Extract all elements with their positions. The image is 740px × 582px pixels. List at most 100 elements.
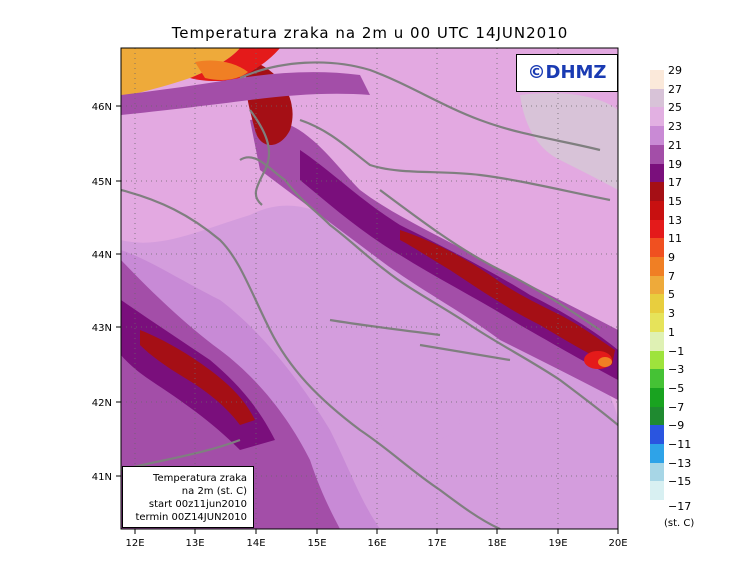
axis-ticks — [116, 105, 619, 534]
legend-entry: 27 — [650, 83, 716, 108]
legend-swatch — [650, 406, 664, 426]
legend-entry: −1 — [650, 345, 716, 370]
info-line-unit: na 2m (st. C) — [181, 486, 247, 497]
coastline-east — [239, 156, 618, 426]
field-yellow-nw — [121, 48, 240, 95]
lon-label-19e: 19E — [548, 538, 567, 549]
field-orange-nw — [195, 60, 248, 80]
legend-label: 7 — [668, 269, 675, 283]
lon-label-12e: 12E — [125, 538, 144, 549]
legend-swatch — [650, 444, 664, 463]
legend-label: −1 — [668, 344, 685, 358]
legend-entry: −3 — [650, 363, 716, 389]
legend-entry: 21 — [650, 139, 716, 164]
border-bosnia — [379, 189, 601, 331]
legend-entry: −13 — [650, 457, 716, 482]
lon-label-18e: 18E — [487, 538, 506, 549]
field-red-southwest — [140, 330, 255, 425]
legend-label: 25 — [668, 101, 682, 115]
legend-entry: 25 — [650, 101, 716, 127]
lon-label-16e: 16E — [367, 538, 386, 549]
legend-entry: 5 — [650, 288, 716, 314]
coastline-islands — [329, 318, 511, 362]
legend-label: 23 — [668, 120, 682, 134]
field-light-sea — [380, 398, 460, 442]
legend-label: −11 — [668, 438, 692, 451]
info-line-start: start 00z11jun2010 — [148, 499, 247, 510]
legend-label: −15 — [668, 475, 692, 489]
info-box: Temperatura zraka na 2m (st. C) start 00… — [122, 466, 254, 528]
legend-entry: 29 — [650, 64, 716, 89]
legend-entry: −7 — [650, 401, 716, 426]
legend-entry: 9 — [650, 251, 716, 276]
legend-entry: 13 — [650, 214, 716, 239]
legend-label: 5 — [668, 288, 675, 302]
lon-label-15e: 15E — [307, 538, 326, 549]
plot-frame — [120, 47, 619, 530]
legend-entry: 1 — [650, 326, 716, 351]
istria-coast — [249, 109, 270, 206]
map-title: Temperatura zraka na 2m u 00 UTC 14JUN20… — [171, 24, 569, 42]
legend-bottom-label: −17 — [668, 500, 692, 513]
lon-label-13e: 13E — [185, 538, 204, 549]
lat-label-45n: 45N — [92, 177, 112, 188]
info-line-variable: Temperatura zraka — [153, 473, 247, 484]
legend-swatch — [650, 144, 664, 164]
legend-label: 11 — [668, 232, 682, 246]
legend-entry: 15 — [650, 195, 716, 220]
legend-label: −5 — [668, 381, 685, 395]
legend-label: 19 — [668, 157, 682, 171]
field-light-northeast — [520, 93, 618, 190]
legend-swatch — [650, 238, 664, 258]
legend-swatch — [650, 313, 664, 333]
legend-entry: −11 — [650, 438, 716, 463]
legend-swatch — [650, 387, 664, 407]
legend-entry: 11 — [650, 232, 716, 258]
coastline-west — [121, 188, 501, 529]
legend-label: 27 — [668, 82, 682, 96]
legend-entry: −15 — [650, 475, 716, 501]
legend-entry: 3 — [650, 307, 716, 333]
legend-swatch — [650, 126, 664, 146]
legend-swatch — [650, 275, 664, 295]
legend-swatch — [650, 200, 664, 220]
lon-label-14e: 14E — [246, 538, 265, 549]
legend-entry: 17 — [650, 176, 716, 202]
legend-swatch — [650, 350, 664, 370]
legend-swatch — [650, 219, 664, 239]
lat-label-43n: 43N — [92, 323, 112, 334]
legend-label: 15 — [668, 194, 682, 208]
legend-label: −13 — [668, 456, 692, 470]
legend-entry: 23 — [650, 120, 716, 146]
field-purple-north-belt — [121, 72, 370, 115]
lon-label-17e: 17E — [427, 538, 446, 549]
lon-label-20e: 20E — [608, 538, 627, 549]
lat-label-41n: 41N — [92, 472, 112, 483]
legend-swatch — [650, 425, 664, 445]
info-line-termin: termin 00Z14JUN2010 — [135, 512, 247, 523]
temperature-field — [121, 48, 618, 529]
legend-swatch — [650, 462, 664, 482]
legend-entry: 7 — [650, 270, 716, 295]
legend-swatch — [650, 107, 664, 127]
legend-label: −7 — [668, 400, 685, 414]
field-orange-east — [598, 357, 612, 367]
lat-label-42n: 42N — [92, 398, 112, 409]
lat-label-44n: 44N — [92, 250, 112, 261]
legend-label: −9 — [668, 419, 685, 433]
legend-swatch — [650, 182, 664, 202]
coastlines — [121, 61, 618, 529]
legend-label: −3 — [668, 363, 685, 377]
legend-swatch — [650, 331, 664, 351]
lat-label-46n: 46N — [92, 102, 112, 113]
legend-label: 3 — [668, 307, 675, 321]
legend-swatch — [650, 481, 664, 501]
legend-swatch — [650, 257, 664, 276]
legend-label: 21 — [668, 138, 682, 152]
legend-label: 29 — [668, 64, 682, 77]
legend-swatch — [650, 369, 664, 389]
legend-label: 9 — [668, 251, 675, 264]
field-red-east — [400, 230, 615, 365]
dhmz-logo: ©DHMZ — [516, 54, 618, 92]
legend-label: 17 — [668, 176, 682, 190]
